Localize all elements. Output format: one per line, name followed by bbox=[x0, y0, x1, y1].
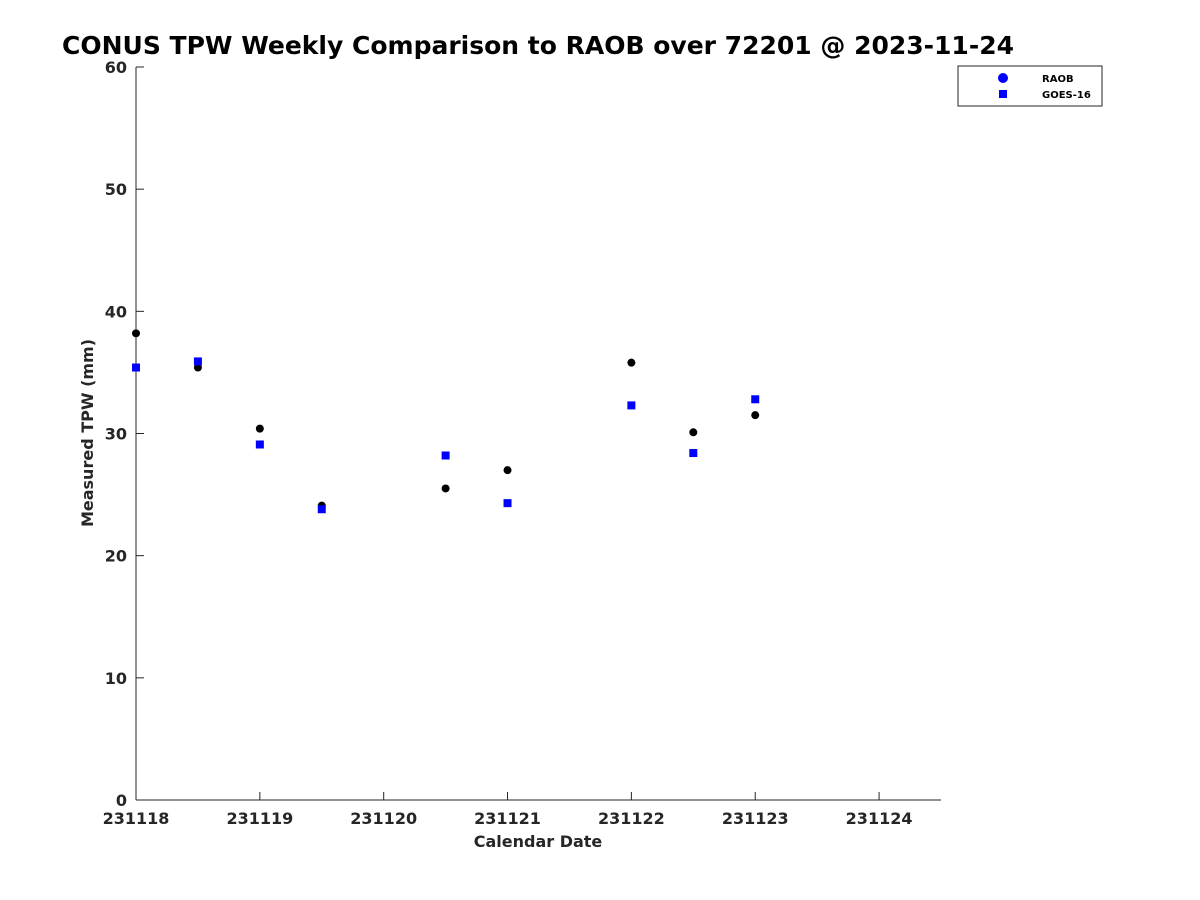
raob-point bbox=[255, 424, 264, 433]
y-tick-label: 60 bbox=[105, 58, 127, 77]
x-tick-label: 231119 bbox=[226, 809, 293, 828]
legend: RAOB GOES-16 bbox=[957, 65, 1103, 107]
goes16-point bbox=[627, 401, 636, 410]
chart-title: CONUS TPW Weekly Comparison to RAOB over… bbox=[62, 31, 1014, 60]
y-tick-label: 20 bbox=[105, 547, 127, 566]
goes16-point bbox=[689, 449, 698, 458]
goes16-point bbox=[503, 499, 512, 508]
legend-items: RAOB GOES-16 bbox=[998, 73, 1091, 101]
legend-label: GOES-16 bbox=[1042, 90, 1091, 101]
legend-box bbox=[957, 65, 1103, 107]
x-tick-label: 231120 bbox=[350, 809, 417, 828]
goes16-point bbox=[317, 505, 326, 514]
y-tick-label: 50 bbox=[105, 180, 127, 199]
x-ticks: 231118 231119 231120 231121 231122 231123 2311… bbox=[103, 792, 913, 828]
goes16-point bbox=[751, 395, 760, 404]
x-tick-label: 231121 bbox=[474, 809, 541, 828]
raob-point bbox=[751, 411, 760, 420]
raob-point bbox=[627, 358, 636, 367]
data-marks bbox=[132, 329, 760, 514]
y-ticks: 0 10 20 30 40 50 60 bbox=[105, 58, 144, 810]
y-axis-label: Measured TPW (mm) bbox=[78, 339, 97, 527]
raob-point bbox=[441, 484, 450, 493]
goes16-point bbox=[132, 363, 140, 372]
x-tick-label: 231124 bbox=[846, 809, 913, 828]
raob-point bbox=[193, 363, 202, 372]
x-tick-label: 231122 bbox=[598, 809, 665, 828]
goes16-point bbox=[193, 357, 202, 366]
x-tick-label: 231123 bbox=[722, 809, 789, 828]
y-tick-label: 0 bbox=[116, 791, 127, 810]
raob-point bbox=[132, 329, 140, 338]
goes16-point bbox=[441, 451, 450, 460]
goes16-point bbox=[255, 440, 264, 449]
legend-raob-marker bbox=[998, 73, 1008, 83]
x-axis-label: Calendar Date bbox=[474, 832, 603, 851]
y-tick-label: 10 bbox=[105, 669, 127, 688]
legend-goes16-marker bbox=[999, 90, 1007, 98]
y-tick-label: 30 bbox=[105, 425, 127, 444]
x-tick-label: 231118 bbox=[103, 809, 170, 828]
y-tick-label: 40 bbox=[105, 302, 127, 321]
raob-point bbox=[503, 466, 512, 475]
raob-point bbox=[689, 428, 698, 437]
legend-label: RAOB bbox=[1042, 74, 1074, 85]
